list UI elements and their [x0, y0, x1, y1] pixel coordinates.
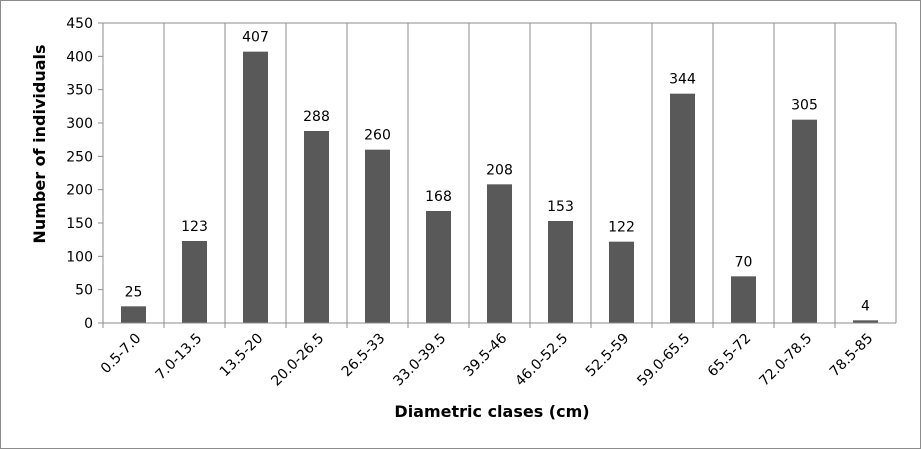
bar-13.5-20 [242, 51, 269, 324]
bar-0.5-7.0 [120, 306, 147, 323]
bar-46.0-52.5 [547, 221, 574, 323]
x-tick-label-72.0-78.5: 72.0-78.5 [756, 331, 815, 390]
x-tick-label-33.0-39.5: 33.0-39.5 [390, 331, 449, 390]
bar-7.0-13.5 [181, 241, 208, 323]
data-label-33.0-39.5: 168 [425, 189, 452, 205]
data-label-52.5-59: 122 [608, 220, 635, 236]
data-label-46.0-52.5: 153 [547, 199, 574, 215]
x-tick-label-7.0-13.5: 7.0-13.5 [153, 331, 206, 384]
data-label-13.5-20: 407 [242, 30, 269, 46]
x-tick-label-0.5-7.0: 0.5-7.0 [98, 331, 144, 377]
y-tick-label-350: 350 [66, 83, 93, 99]
x-tick-label-46.0-52.5: 46.0-52.5 [512, 331, 571, 390]
x-tick-label-26.5-33: 26.5-33 [339, 331, 389, 381]
data-label-layer: 25 123 407 288 260 168 208 153 122 344 70 305 4 [125, 30, 870, 315]
x-tick-label-13.5-20: 13.5-20 [217, 331, 267, 381]
x-tick-label-65.5-72: 65.5-72 [705, 331, 755, 381]
bar-26.5-33 [364, 149, 391, 323]
x-axis-title: Diametric clases (cm) [394, 402, 589, 421]
data-label-0.5-7.0: 25 [125, 284, 143, 300]
data-label-26.5-33: 260 [364, 128, 391, 144]
data-label-20.0-26.5: 288 [303, 109, 330, 125]
y-tick-label-250: 250 [66, 149, 93, 165]
x-tick-label-20.0-26.5: 20.0-26.5 [268, 331, 327, 390]
y-tick-label-200: 200 [66, 183, 93, 199]
data-label-39.5-46: 208 [486, 162, 513, 178]
y-tick-label-300: 300 [66, 116, 93, 132]
bar-layer [120, 51, 879, 324]
y-tick-label-450: 450 [66, 16, 93, 32]
y-tick-label-150: 150 [66, 216, 93, 232]
y-tick-label-0: 0 [84, 316, 93, 332]
data-label-72.0-78.5: 305 [791, 98, 818, 114]
x-tick-label-39.5-46: 39.5-46 [461, 330, 511, 380]
bar-78.5-85 [852, 320, 879, 323]
y-axis-title: Number of individuals [30, 44, 49, 243]
data-label-65.5-72: 70 [735, 254, 753, 270]
data-label-78.5-85: 4 [861, 298, 870, 314]
y-tick-label-50: 50 [75, 283, 93, 299]
bar-20.0-26.5 [303, 131, 330, 323]
x-tick-label-52.5-59: 52.5-59 [583, 331, 633, 381]
grid-layer [103, 22, 897, 323]
bar-59.0-65.5 [669, 93, 696, 324]
bar-33.0-39.5 [425, 211, 452, 323]
axis-layer: 0.5-7.0 7.0-13.5 13.5-20 20.0-26.5 26.5-33 33… [66, 16, 896, 389]
y-tick-label-100: 100 [66, 249, 93, 265]
bar-72.0-78.5 [791, 119, 818, 324]
bar-52.5-59 [608, 241, 635, 323]
data-label-7.0-13.5: 123 [181, 219, 208, 235]
x-tick-label-78.5-85: 78.5-85 [827, 331, 877, 381]
data-label-59.0-65.5: 344 [669, 72, 696, 88]
y-tick-label-400: 400 [66, 49, 93, 65]
bar-65.5-72 [730, 276, 757, 323]
x-tick-label-59.0-65.5: 59.0-65.5 [634, 331, 693, 390]
bar-39.5-46 [486, 184, 513, 323]
